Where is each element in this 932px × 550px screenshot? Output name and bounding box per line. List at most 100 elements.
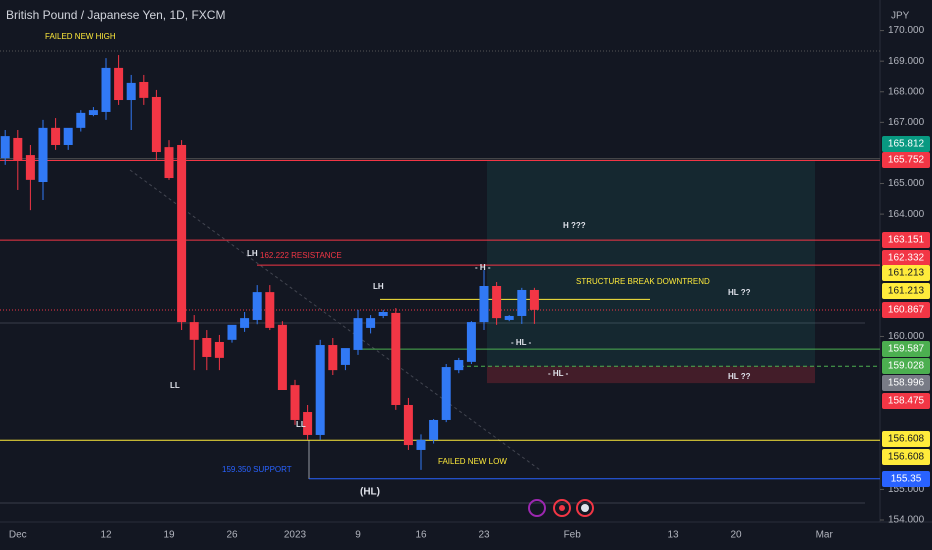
annotation: LH [247, 249, 258, 258]
x-tick-label: Dec [9, 530, 27, 541]
candle-body [328, 345, 338, 371]
annotation: 159.350 SUPPORT [222, 465, 292, 474]
x-tick-label: 20 [730, 530, 742, 541]
annotation: FAILED NEW HIGH [45, 32, 116, 41]
candle-body [454, 360, 464, 371]
candle-body [101, 67, 111, 112]
x-tick-label: 26 [226, 530, 238, 541]
candle-body [529, 289, 539, 310]
price-label-box [882, 471, 930, 487]
candle-body [416, 439, 426, 450]
candle-body [0, 136, 10, 159]
candle-body [378, 312, 388, 316]
price-label-box [882, 152, 930, 168]
candle-body [51, 127, 61, 145]
candle-body [114, 67, 124, 101]
candle-body [214, 341, 224, 358]
chart-title: British Pound / Japanese Yen, 1D, FXCM [6, 8, 225, 22]
price-label: 156.608 [888, 434, 925, 445]
candle-body [227, 324, 237, 340]
price-label-box [882, 449, 930, 465]
price-label: 161.213 [888, 268, 925, 279]
candle-body [265, 292, 275, 328]
price-label-box [882, 283, 930, 299]
candle-body [177, 144, 187, 323]
annotation: HL ?? [728, 372, 751, 381]
trend-line [129, 169, 541, 471]
price-label: 165.812 [888, 139, 925, 150]
price-label: 159.028 [888, 361, 925, 372]
annotation: - H - [475, 263, 491, 272]
event-icon[interactable] [581, 504, 589, 512]
event-icon[interactable] [559, 505, 565, 511]
y-tick-label: 170.000 [888, 25, 925, 36]
candle-body [366, 318, 376, 328]
candle-body [25, 155, 35, 180]
candle-body [13, 137, 23, 160]
x-tick-label: 2023 [284, 530, 307, 541]
candle-body [492, 286, 502, 319]
candle-body [202, 338, 212, 357]
currency: JPY [891, 11, 910, 22]
event-icon[interactable] [528, 499, 546, 517]
annotation: LL [296, 420, 306, 429]
candle-body [303, 412, 313, 435]
price-label-box [882, 232, 930, 248]
candle-body [63, 127, 73, 145]
annotation: - HL - [548, 369, 569, 378]
x-tick-label: 12 [100, 530, 112, 541]
candle-body [88, 110, 98, 116]
y-tick-label: 167.000 [888, 117, 925, 128]
price-label: 165.752 [888, 155, 925, 166]
annotation: (HL) [360, 487, 380, 498]
y-tick-label: 154.000 [888, 515, 925, 526]
candle-body [315, 345, 325, 435]
candle-body [164, 147, 174, 179]
x-tick-label: 9 [355, 530, 361, 541]
price-label: 161.213 [888, 286, 925, 297]
candle-body [252, 292, 262, 320]
candle-body [38, 127, 48, 182]
candle-body [76, 112, 86, 128]
candle-body [479, 286, 489, 323]
price-label-box [882, 375, 930, 391]
candle-body [429, 419, 439, 440]
candle-body [240, 318, 250, 328]
candle-body [504, 315, 514, 320]
candle-body [403, 404, 413, 446]
annotation: 162.222 RESISTANCE [260, 251, 342, 260]
price-label: 158.996 [888, 378, 925, 389]
plot [0, 55, 539, 470]
price-label: 159.587 [888, 344, 925, 355]
y-tick-label: 169.000 [888, 56, 925, 67]
annotation: LL [170, 381, 180, 390]
price-label: 163.151 [888, 235, 925, 246]
event-icon[interactable] [576, 499, 594, 517]
candle-body [391, 312, 401, 405]
price-label: 162.332 [888, 253, 925, 264]
annotation: STRUCTURE BREAK DOWNTREND [576, 277, 710, 286]
price-label-box [882, 393, 930, 409]
price-label: 155.35 [891, 474, 922, 485]
event-icon[interactable] [553, 499, 571, 517]
price-label-box [882, 341, 930, 357]
candle-body [290, 385, 300, 420]
candle-body [340, 348, 350, 365]
x-tick-label: 13 [667, 530, 679, 541]
risk-zone [487, 366, 815, 384]
price-label: 160.867 [888, 305, 925, 316]
annotation: LH [373, 282, 384, 291]
y-tick-label: 164.000 [888, 209, 925, 220]
price-label: 158.475 [888, 396, 925, 407]
x-tick-label: 19 [163, 530, 175, 541]
y-tick-label: 160.000 [888, 331, 925, 342]
zones [0, 158, 880, 480]
annotation: FAILED NEW LOW [438, 457, 507, 466]
price-label: 156.608 [888, 452, 925, 463]
candle-body [139, 81, 149, 98]
candle-body [277, 324, 287, 390]
x-tick-label: Feb [564, 530, 582, 541]
candle-body [126, 82, 136, 101]
annotation: - HL - [511, 338, 532, 347]
